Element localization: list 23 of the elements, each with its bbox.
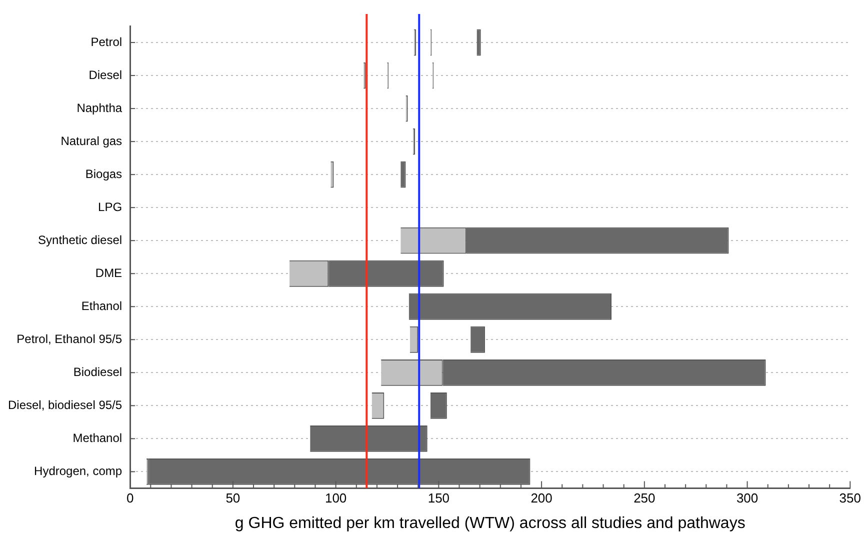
x-tick-label: 100 <box>324 490 347 506</box>
x-tick-label: 0 <box>126 490 134 506</box>
x-tick-label: 50 <box>226 490 240 506</box>
x-tick-label: 150 <box>428 490 450 506</box>
y-tick-label: Ethanol <box>81 298 122 313</box>
y-tick-label: Diesel, biodiesel 95/5 <box>8 398 122 412</box>
y-tick-label: Petrol, Ethanol 95/5 <box>16 332 122 346</box>
y-tick-label: Synthetic diesel <box>38 232 122 247</box>
y-tick-label: Petrol <box>90 34 122 49</box>
y-tick-label: LPG <box>98 200 122 214</box>
x-tick-label: 300 <box>736 490 758 506</box>
x-tick-label: 200 <box>530 490 552 506</box>
y-tick-label: Diesel <box>88 68 122 82</box>
y-tick-label: DME <box>95 266 122 280</box>
y-tick-label: Natural gas <box>60 134 122 148</box>
y-tick-label: Biogas <box>85 166 122 181</box>
y-tick-label: Methanol <box>72 430 122 445</box>
y-tick-label: Biodiesel <box>73 364 122 379</box>
y-tick-label: Hydrogen, comp <box>34 464 122 478</box>
x-axis-title: g GHG emitted per km travelled (WTW) across all studies and pathways <box>234 514 746 532</box>
x-tick-label: 350 <box>839 490 862 506</box>
y-tick-label: Naphtha <box>76 100 122 115</box>
x-tick-label: 250 <box>634 490 656 506</box>
